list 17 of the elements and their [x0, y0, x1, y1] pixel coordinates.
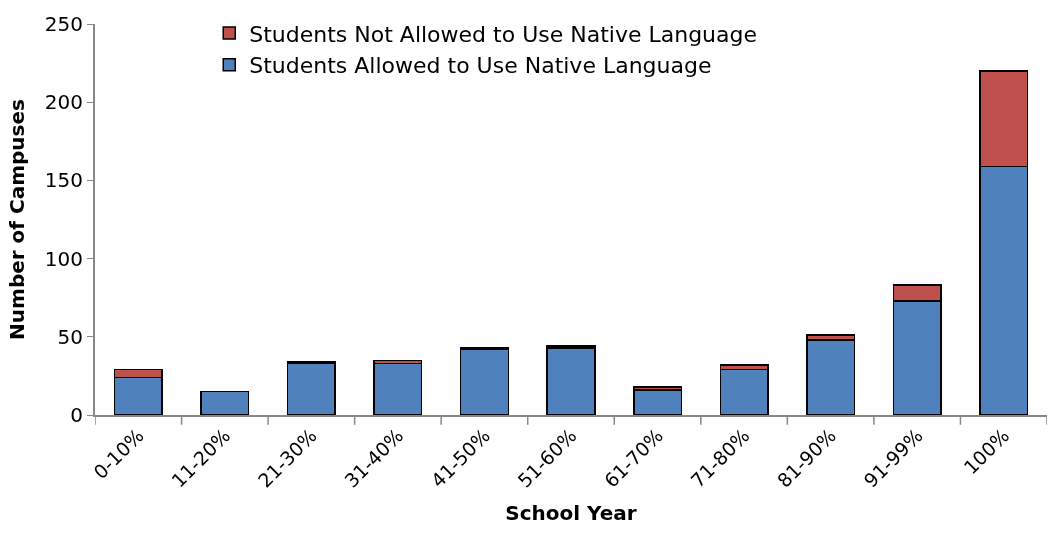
- y-axis-title: Number of Campuses: [4, 99, 29, 340]
- legend-label: Students Not Allowed to Use Native Language: [249, 21, 758, 47]
- bar: [373, 362, 423, 415]
- y-tick-label: 250: [44, 12, 83, 36]
- bar: [719, 368, 769, 415]
- y-tick-label: 50: [57, 324, 83, 349]
- x-axis-title: School Year: [505, 500, 637, 525]
- bar: [200, 390, 250, 415]
- bar: [286, 362, 336, 415]
- y-tick-label: 200: [44, 90, 83, 115]
- y-tick-label: 0: [70, 403, 83, 427]
- bar: [459, 348, 509, 415]
- y-tick-label: 150: [44, 168, 83, 193]
- bar: [633, 389, 683, 415]
- legend-label: Students Allowed to Use Native Language: [249, 53, 712, 79]
- bar: [546, 347, 596, 415]
- y-tick-label: 100: [44, 246, 83, 271]
